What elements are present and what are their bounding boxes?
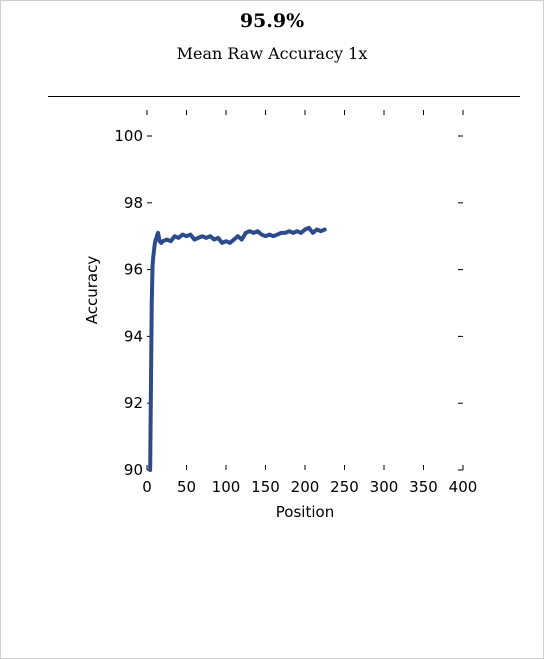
y-tick-label: 94 xyxy=(124,327,143,345)
tick-labels: 0 50 100 150 200 250 300 350 400 90 92 94 96 98 100 xyxy=(114,127,477,496)
x-tick-label: 50 xyxy=(177,478,196,496)
y-tick-label: 96 xyxy=(124,261,143,279)
y-tick-label: 100 xyxy=(114,127,143,145)
series-line xyxy=(148,225,327,472)
y-tick-label: 98 xyxy=(124,194,143,212)
headline-value: 95.9% xyxy=(239,10,305,32)
y-axis-label: Accuracy xyxy=(83,256,101,325)
x-tick-label: 200 xyxy=(291,478,320,496)
x-tick-label: 100 xyxy=(212,478,241,496)
x-tick-label: 150 xyxy=(251,478,280,496)
axis-ticks xyxy=(146,110,464,471)
x-tick-label: 350 xyxy=(409,478,438,496)
x-axis-label: Position xyxy=(276,503,334,521)
x-tick-label: 250 xyxy=(330,478,359,496)
y-tick-label: 90 xyxy=(124,461,143,479)
divider xyxy=(48,96,520,97)
x-tick-label: 300 xyxy=(370,478,399,496)
x-tick-label: 400 xyxy=(449,478,478,496)
y-tick-label: 92 xyxy=(124,394,143,412)
chart-subtitle: Mean Raw Accuracy 1x xyxy=(176,44,368,63)
x-tick-label: 0 xyxy=(142,478,152,496)
